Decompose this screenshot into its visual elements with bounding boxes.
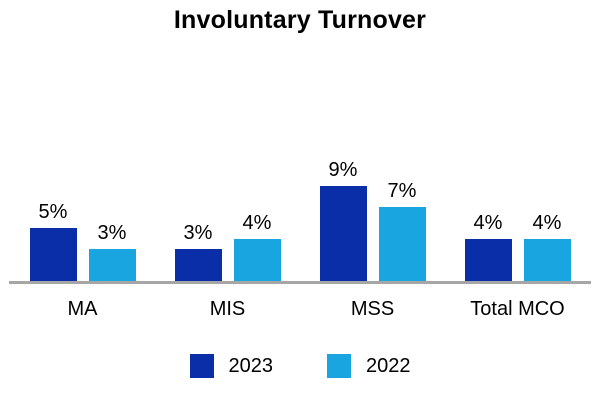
- bar-value-label-2022-mss: 7%: [387, 180, 417, 203]
- category-label-ma: MA: [67, 298, 98, 320]
- bar-column-2023-ma: 5%: [29, 201, 77, 281]
- legend-swatch-2023: [189, 354, 214, 378]
- legend-item-2022: 2022: [327, 354, 411, 378]
- bar-column-2023-total-mco: 4%: [464, 211, 512, 281]
- category-label-mss: MSS: [350, 298, 395, 320]
- bar-group-ma: 5% 3%: [10, 202, 155, 281]
- bar-value-label-2022-total-mco: 4%: [532, 211, 562, 234]
- bar-group-total-mco: 4% 4%: [445, 213, 590, 281]
- category-label-mis: MIS: [209, 298, 246, 320]
- category-labels: MA MIS MSS Total MCO: [10, 298, 590, 321]
- bar-groups: 5% 3% 3% 4% 9% 7% 4% 4%: [10, 160, 590, 281]
- bar-column-2022-ma: 3%: [88, 222, 136, 281]
- bar-2023-mss: [319, 186, 367, 281]
- bar-2022-total-mco: [523, 238, 571, 281]
- bar-2022-ma: [88, 249, 136, 281]
- bar-value-label-2023-mss: 9%: [328, 159, 358, 181]
- bar-value-label-2023-mis: 3%: [183, 222, 213, 245]
- bar-2022-mss: [378, 207, 426, 281]
- chart-title: Involuntary Turnover: [173, 6, 427, 34]
- bar-column-2023-mis: 3%: [174, 222, 222, 281]
- bar-column-2022-mss: 7%: [378, 180, 426, 281]
- bar-value-label-2023-ma: 5%: [38, 201, 68, 224]
- bar-2022-mis: [233, 238, 281, 281]
- legend-swatch-2022: [327, 354, 351, 378]
- bar-column-2022-mis: 4%: [233, 211, 281, 281]
- legend: 2023 2022: [0, 354, 600, 378]
- bar-value-label-2022-ma: 3%: [97, 222, 127, 245]
- bar-value-label-2023-total-mco: 4%: [473, 211, 503, 234]
- bar-group-mss: 9% 7%: [300, 160, 445, 281]
- legend-label-2022: 2022: [366, 354, 411, 377]
- bar-2023-total-mco: [464, 238, 512, 281]
- legend-item-2023: 2023: [189, 354, 274, 378]
- legend-label-2023: 2023: [228, 354, 274, 377]
- category-label-total-mco: Total MCO: [470, 298, 565, 320]
- bar-column-2023-mss: 9%: [319, 159, 367, 281]
- bar-2023-ma: [29, 228, 77, 281]
- x-axis-line: [9, 281, 591, 284]
- bar-2023-mis: [174, 249, 222, 281]
- bar-value-label-2022-mis: 4%: [242, 211, 272, 234]
- bar-column-2022-total-mco: 4%: [523, 211, 571, 281]
- bar-group-mis: 3% 4%: [155, 213, 300, 281]
